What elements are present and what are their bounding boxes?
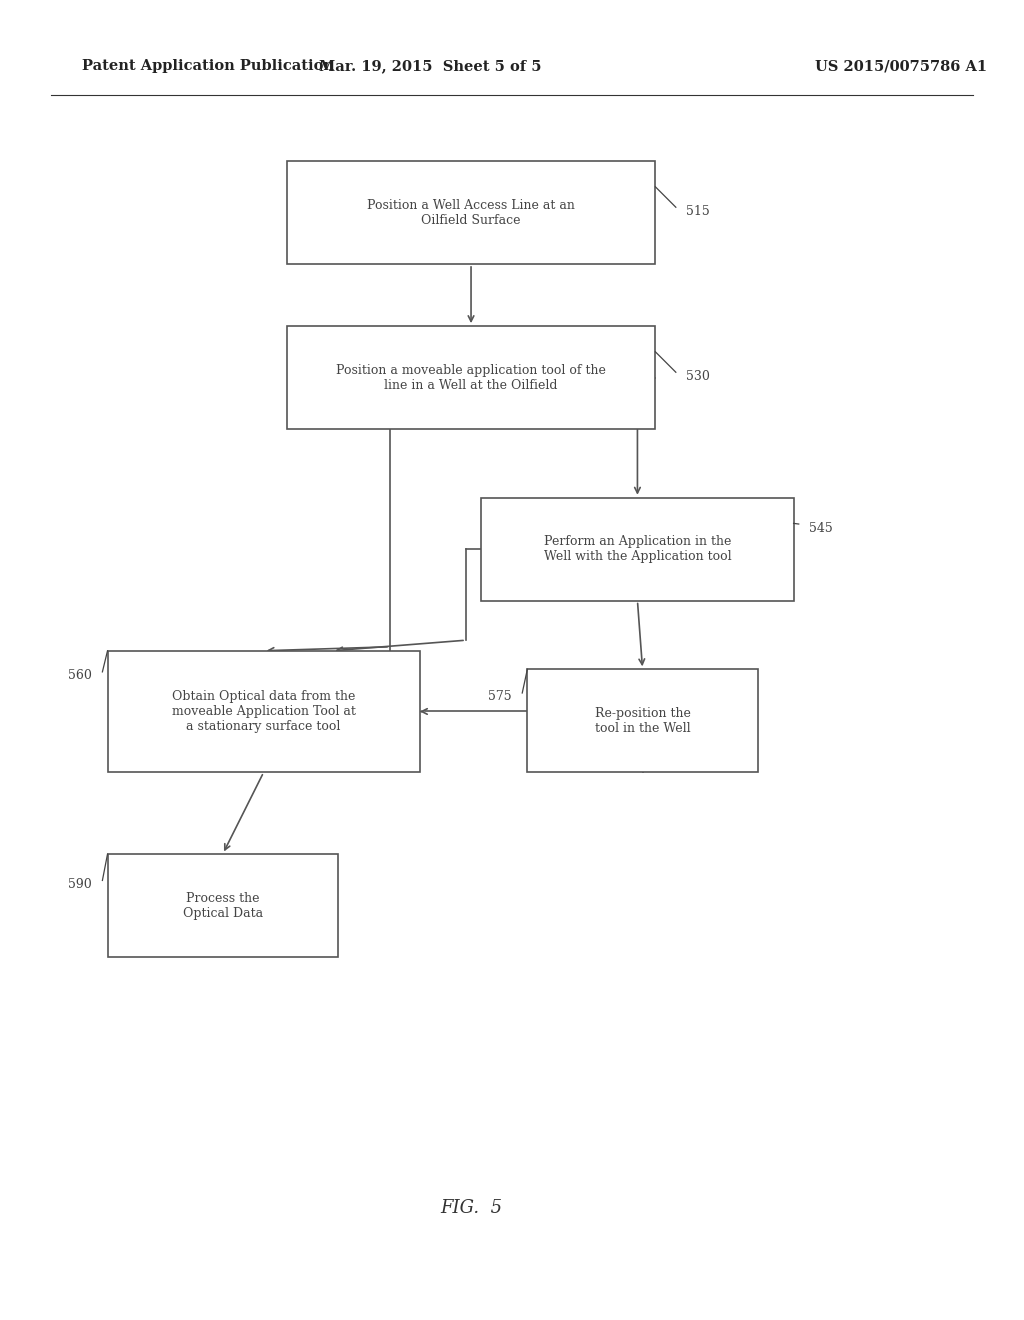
- Text: US 2015/0075786 A1: US 2015/0075786 A1: [815, 59, 987, 74]
- Text: 515: 515: [686, 205, 710, 218]
- Text: Position a Well Access Line at an
Oilfield Surface: Position a Well Access Line at an Oilfie…: [367, 198, 575, 227]
- Text: 545: 545: [809, 521, 833, 535]
- Text: Re-position the
tool in the Well: Re-position the tool in the Well: [595, 706, 690, 735]
- Text: 560: 560: [69, 669, 92, 682]
- FancyBboxPatch shape: [287, 161, 655, 264]
- FancyBboxPatch shape: [287, 326, 655, 429]
- FancyBboxPatch shape: [481, 498, 794, 601]
- Text: Obtain Optical data from the
moveable Application Tool at
a stationary surface t: Obtain Optical data from the moveable Ap…: [172, 690, 355, 733]
- FancyBboxPatch shape: [527, 669, 758, 772]
- Text: FIG.  5: FIG. 5: [440, 1199, 502, 1217]
- Text: Perform an Application in the
Well with the Application tool: Perform an Application in the Well with …: [544, 535, 731, 564]
- FancyBboxPatch shape: [108, 651, 420, 772]
- Text: 530: 530: [686, 370, 710, 383]
- Text: 575: 575: [488, 690, 512, 704]
- Text: Patent Application Publication: Patent Application Publication: [82, 59, 334, 74]
- Text: Position a moveable application tool of the
line in a Well at the Oilfield: Position a moveable application tool of …: [336, 363, 606, 392]
- Text: Mar. 19, 2015  Sheet 5 of 5: Mar. 19, 2015 Sheet 5 of 5: [318, 59, 542, 74]
- FancyBboxPatch shape: [108, 854, 338, 957]
- Text: 590: 590: [69, 878, 92, 891]
- Text: Process the
Optical Data: Process the Optical Data: [182, 891, 263, 920]
